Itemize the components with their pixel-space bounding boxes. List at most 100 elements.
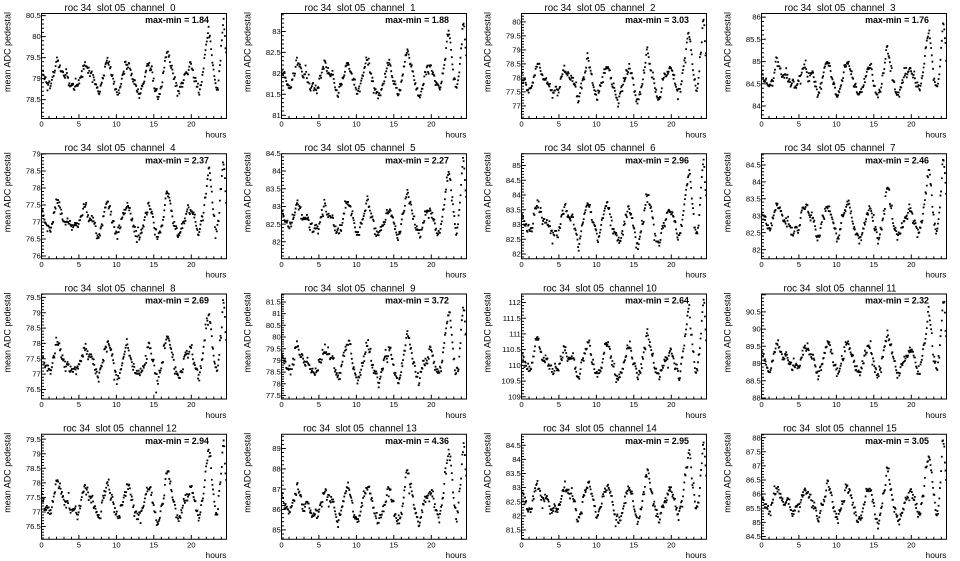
svg-text:15: 15 <box>150 540 159 549</box>
svg-text:15: 15 <box>150 260 159 269</box>
svg-text:87: 87 <box>752 461 761 470</box>
svg-text:10: 10 <box>352 400 361 409</box>
svg-text:82.5: 82.5 <box>266 48 281 57</box>
svg-text:10: 10 <box>832 400 841 409</box>
svg-text:80: 80 <box>512 18 521 27</box>
svg-text:82: 82 <box>272 69 281 78</box>
svg-text:5: 5 <box>317 540 321 549</box>
svg-text:88: 88 <box>752 433 761 442</box>
svg-text:89.5: 89.5 <box>746 342 761 351</box>
svg-text:10: 10 <box>592 400 601 409</box>
svg-text:5: 5 <box>557 540 561 549</box>
svg-text:79.5: 79.5 <box>506 32 521 41</box>
svg-text:0: 0 <box>39 260 43 269</box>
svg-text:max-min = 2.46: max-min = 2.46 <box>865 155 929 165</box>
svg-text:78.5: 78.5 <box>26 464 41 473</box>
svg-text:79: 79 <box>272 356 281 365</box>
svg-text:15: 15 <box>150 120 159 129</box>
svg-text:5: 5 <box>797 540 801 549</box>
svg-text:20: 20 <box>667 260 676 269</box>
svg-text:15: 15 <box>630 400 639 409</box>
svg-text:81.5: 81.5 <box>266 90 281 99</box>
svg-text:89: 89 <box>272 444 281 453</box>
svg-text:roc 34 slot 05 channel 5: roc 34 slot 05 channel 5 <box>305 143 416 154</box>
svg-text:88: 88 <box>752 394 761 403</box>
svg-text:83.5: 83.5 <box>506 205 521 214</box>
svg-text:20: 20 <box>427 260 436 269</box>
svg-text:82: 82 <box>752 245 761 254</box>
svg-text:mean ADC pedestal: mean ADC pedestal <box>243 12 253 92</box>
svg-text:hours: hours <box>446 270 467 280</box>
svg-text:83: 83 <box>512 220 521 229</box>
svg-text:5: 5 <box>317 120 321 129</box>
svg-text:77: 77 <box>32 370 41 379</box>
svg-text:20: 20 <box>427 540 436 549</box>
svg-text:78: 78 <box>32 478 41 487</box>
svg-text:max-min = 4.36: max-min = 4.36 <box>385 436 449 446</box>
svg-text:76.5: 76.5 <box>26 522 41 531</box>
svg-text:77.5: 77.5 <box>26 493 41 502</box>
svg-text:hours: hours <box>926 129 947 139</box>
svg-text:84: 84 <box>752 102 761 111</box>
svg-text:83.5: 83.5 <box>506 469 521 478</box>
svg-text:0: 0 <box>759 400 763 409</box>
svg-text:mean ADC pedestal: mean ADC pedestal <box>483 12 493 92</box>
svg-text:86: 86 <box>752 13 761 22</box>
svg-text:20: 20 <box>427 400 436 409</box>
svg-text:10: 10 <box>832 120 841 129</box>
svg-text:76.5: 76.5 <box>26 385 41 394</box>
svg-text:85: 85 <box>752 57 761 66</box>
svg-text:hours: hours <box>926 550 947 560</box>
svg-text:mean ADC pedestal: mean ADC pedestal <box>3 292 13 372</box>
svg-text:81: 81 <box>272 111 281 120</box>
svg-text:110.5: 110.5 <box>502 345 521 354</box>
svg-text:78.5: 78.5 <box>26 167 41 176</box>
svg-text:20: 20 <box>427 120 436 129</box>
svg-text:85: 85 <box>272 525 281 534</box>
svg-text:84.5: 84.5 <box>506 441 521 450</box>
svg-text:111: 111 <box>509 330 521 339</box>
svg-text:82: 82 <box>512 250 521 259</box>
svg-text:mean ADC pedestal: mean ADC pedestal <box>723 292 733 372</box>
svg-text:77: 77 <box>32 508 41 517</box>
svg-text:80.5: 80.5 <box>266 321 281 330</box>
svg-text:85.5: 85.5 <box>746 504 761 513</box>
svg-text:77.5: 77.5 <box>26 201 41 210</box>
svg-text:0: 0 <box>519 260 523 269</box>
svg-text:hours: hours <box>926 270 947 280</box>
svg-text:5: 5 <box>77 400 81 409</box>
svg-text:20: 20 <box>907 400 916 409</box>
svg-text:10: 10 <box>112 540 121 549</box>
svg-text:84: 84 <box>512 191 521 200</box>
svg-text:mean ADC pedestal: mean ADC pedestal <box>243 152 253 232</box>
svg-text:83: 83 <box>272 202 281 211</box>
svg-text:78: 78 <box>32 339 41 348</box>
svg-text:roc 34 slot 05 channel 1: roc 34 slot 05 channel 1 <box>305 3 416 14</box>
svg-text:78.5: 78.5 <box>26 95 41 104</box>
svg-text:roc 34 slot 05 channel 15: roc 34 slot 05 channel 15 <box>783 424 897 435</box>
svg-text:10: 10 <box>832 540 841 549</box>
svg-text:82: 82 <box>512 511 521 520</box>
svg-text:81.5: 81.5 <box>266 298 281 307</box>
svg-text:20: 20 <box>907 120 916 129</box>
svg-text:roc 34 slot 05 channel 12: roc 34 slot 05 channel 12 <box>63 424 177 435</box>
svg-text:79: 79 <box>32 74 41 83</box>
svg-text:mean ADC pedestal: mean ADC pedestal <box>483 433 493 513</box>
svg-text:max-min = 3.03: max-min = 3.03 <box>625 15 689 25</box>
svg-text:roc 34 slot 05 channel 2: roc 34 slot 05 channel 2 <box>545 3 656 14</box>
svg-text:81.5: 81.5 <box>506 526 521 535</box>
svg-text:80: 80 <box>32 32 41 41</box>
svg-text:84: 84 <box>752 177 761 186</box>
svg-text:80.5: 80.5 <box>26 11 41 20</box>
svg-text:83: 83 <box>752 211 761 220</box>
svg-text:110: 110 <box>509 361 521 370</box>
svg-text:15: 15 <box>870 400 879 409</box>
svg-text:79.5: 79.5 <box>26 293 41 302</box>
svg-text:77.5: 77.5 <box>506 88 521 97</box>
svg-text:hours: hours <box>686 270 707 280</box>
svg-text:83.5: 83.5 <box>746 194 761 203</box>
svg-text:hours: hours <box>206 129 227 139</box>
svg-text:5: 5 <box>557 400 561 409</box>
svg-text:88.5: 88.5 <box>746 376 761 385</box>
svg-text:mean ADC pedestal: mean ADC pedestal <box>243 433 253 513</box>
